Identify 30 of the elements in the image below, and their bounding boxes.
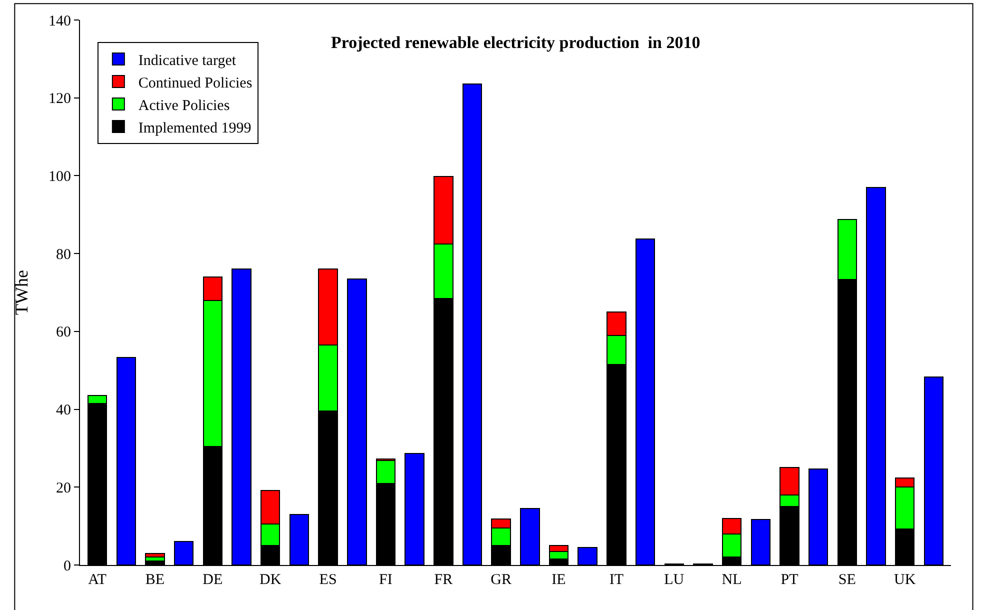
x-tick-label: DK: [260, 572, 282, 588]
y-tick-label: 60: [56, 324, 71, 341]
y-tick-label: 140: [48, 13, 71, 30]
y-tick-label: 120: [48, 91, 71, 108]
y-axis-title: TWhe: [12, 270, 32, 315]
x-tick-label: LU: [664, 572, 684, 588]
y-tick-label: 0: [64, 558, 71, 574]
x-tick-label: IE: [552, 572, 566, 588]
x-tick-label: SE: [838, 572, 856, 588]
text: Projected renewable electricity production in 2010: [331, 33, 700, 52]
legend-label: Indicative target: [138, 52, 237, 69]
x-tick-label: PT: [780, 572, 798, 588]
x-tick-label: FI: [379, 572, 392, 588]
x-tick-label: FR: [434, 572, 453, 588]
x-tick-label: AT: [88, 572, 106, 588]
x-tick-label: IT: [609, 572, 624, 588]
y-tick-label: 100: [48, 168, 71, 185]
x-tick-label: UK: [894, 572, 916, 588]
legend-label: Implemented 1999: [138, 120, 252, 136]
y-tick-label: 40: [56, 402, 71, 419]
y-tick-label: 80: [56, 246, 71, 263]
x-tick-label: ES: [319, 572, 337, 588]
legend-label: Active Policies: [138, 98, 230, 114]
x-tick-label: BE: [145, 572, 165, 588]
x-tick-label: DE: [202, 572, 223, 588]
x-tick-label: NL: [722, 572, 742, 588]
y-tick-label: 20: [56, 480, 71, 496]
x-tick-label: GR: [490, 572, 512, 588]
bar: [145, 552, 165, 558]
legend-label: Continued Policies: [138, 75, 252, 92]
